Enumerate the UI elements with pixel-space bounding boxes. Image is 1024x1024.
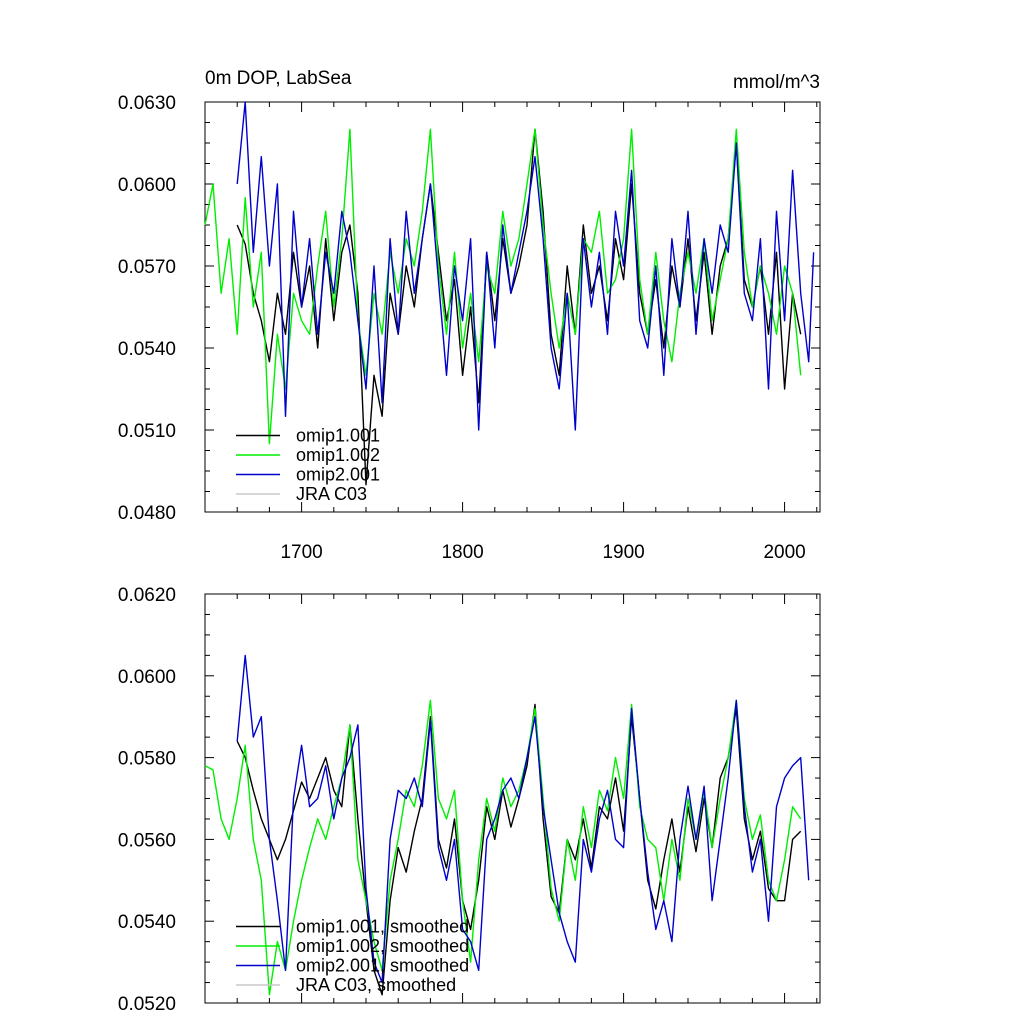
series-line-3 <box>236 101 815 431</box>
chart-title: 0m DOP, LabSea <box>205 68 352 89</box>
x-tick-label: 1900 <box>602 542 644 563</box>
series-line-2 <box>204 699 802 996</box>
series-line-1 <box>236 128 802 486</box>
legend-label: JRA C03 <box>296 484 367 504</box>
y-tick-label: 0.0600 <box>118 667 176 688</box>
chart-panel-2: 0.0520 0.0540 0.0560 0.0580 0.0600 0.0620 omip… <box>118 585 821 1015</box>
legend-label: JRA C03, smoothed <box>296 975 456 995</box>
units-label: mmol/m^3 <box>733 72 820 93</box>
series-line-3 <box>236 654 810 984</box>
chart-panel-1: 0.0480 0.0510 0.0540 0.0570 0.0600 0.0630 1700… <box>118 68 821 563</box>
legend-label: omip1.001 <box>296 426 380 446</box>
y-tick-label: 0.0510 <box>118 421 176 442</box>
x-tick-label: 1800 <box>441 542 483 563</box>
y-tick-label: 0.0630 <box>118 93 176 114</box>
y-tick-label: 0.0570 <box>118 257 176 278</box>
legend-label: omip2.001, smoothed <box>296 956 469 976</box>
x-tick-label: 1700 <box>280 542 322 563</box>
y-tick-label: 0.0560 <box>118 830 176 851</box>
legend-label: omip1.002 <box>296 445 380 465</box>
y-tick-label: 0.0540 <box>118 339 176 360</box>
x-tick-label: 2000 <box>763 542 805 563</box>
legend-label: omip1.001, smoothed <box>296 917 469 937</box>
y-tick-label: 0.0520 <box>118 994 176 1015</box>
y-tick-label: 0.0540 <box>118 912 176 933</box>
series-line-2 <box>204 128 802 445</box>
y-tick-label: 0.0480 <box>118 503 176 524</box>
y-tick-label: 0.0580 <box>118 749 176 770</box>
y-tick-label: 0.0600 <box>118 175 176 196</box>
y-tick-label: 0.0620 <box>118 585 176 606</box>
legend-label: omip1.002, smoothed <box>296 936 469 956</box>
legend-label: omip2.001 <box>296 465 380 485</box>
